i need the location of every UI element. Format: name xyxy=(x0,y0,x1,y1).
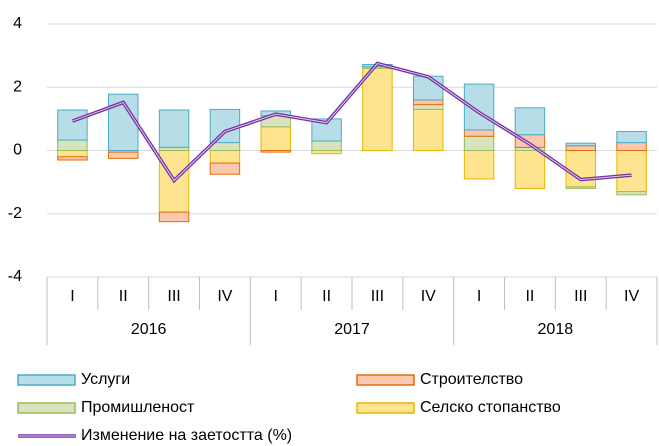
legend-label: Промишленост xyxy=(81,399,195,416)
legend-swatch xyxy=(17,374,76,386)
bar-segment xyxy=(158,109,190,148)
group-label: 2017 xyxy=(334,321,370,338)
bar-segment xyxy=(311,140,342,151)
x-tick-label: IV xyxy=(217,288,232,305)
x-tick-label: III xyxy=(574,288,587,305)
bar-segment xyxy=(413,99,444,106)
x-tick-label: II xyxy=(322,288,331,305)
x-tick-label: IV xyxy=(421,288,436,305)
bar-segment xyxy=(565,150,596,188)
legend-swatch xyxy=(356,402,415,414)
bar-segment xyxy=(514,107,546,136)
group-label: 2016 xyxy=(131,321,167,338)
bar-segment xyxy=(57,139,88,152)
bar-segment xyxy=(209,150,241,164)
x-tick-label: II xyxy=(525,288,534,305)
y-tick-label: 2 xyxy=(13,78,22,95)
y-tick-label: -4 xyxy=(8,268,22,285)
bar-segment xyxy=(616,150,647,193)
bar-segment xyxy=(362,67,393,151)
line-series-inner xyxy=(72,62,632,182)
group-label: 2018 xyxy=(538,321,574,338)
bar-segment xyxy=(311,118,342,142)
bar-segment xyxy=(565,145,596,152)
bar-segment xyxy=(413,108,444,151)
y-tick-label: -2 xyxy=(8,205,22,222)
bar-segment xyxy=(463,129,495,137)
bar-segment xyxy=(108,151,139,159)
x-tick-label: III xyxy=(167,288,180,305)
bar-segment xyxy=(565,142,596,147)
legend-label: Услуги xyxy=(81,371,130,388)
bar-segment xyxy=(616,191,647,196)
bar-segment xyxy=(463,135,495,152)
bar-segment xyxy=(260,150,291,153)
x-tick-label: I xyxy=(274,288,278,305)
bar-segment xyxy=(413,104,444,110)
bar-segment xyxy=(413,75,444,101)
bar-segment xyxy=(260,126,291,151)
bar-segment xyxy=(57,150,88,158)
legend-swatch xyxy=(356,374,415,386)
bar-segment xyxy=(209,162,241,175)
legend-label: Строителство xyxy=(420,371,523,388)
bar-segment xyxy=(514,150,546,189)
x-tick-label: I xyxy=(70,288,74,305)
legend-label: Селско стопанство xyxy=(420,399,561,416)
bar-segment xyxy=(616,131,647,144)
y-tick-label: 4 xyxy=(13,15,22,32)
line-series xyxy=(71,61,632,184)
legend-label: Изменение на заетостта (%) xyxy=(81,427,292,444)
x-tick-label: II xyxy=(119,288,128,305)
bar-segment xyxy=(158,211,190,223)
y-tick-label: 0 xyxy=(13,142,22,159)
x-tick-label: IV xyxy=(624,288,639,305)
bar-segment xyxy=(209,108,241,144)
x-tick-label: III xyxy=(371,288,384,305)
bar-segment xyxy=(616,142,647,151)
bar-segment xyxy=(565,186,596,189)
bar-segment xyxy=(57,109,88,141)
bar-segment xyxy=(57,156,88,161)
bar-segment xyxy=(463,150,495,180)
legend-swatch xyxy=(17,402,76,414)
x-tick-label: I xyxy=(477,288,481,305)
